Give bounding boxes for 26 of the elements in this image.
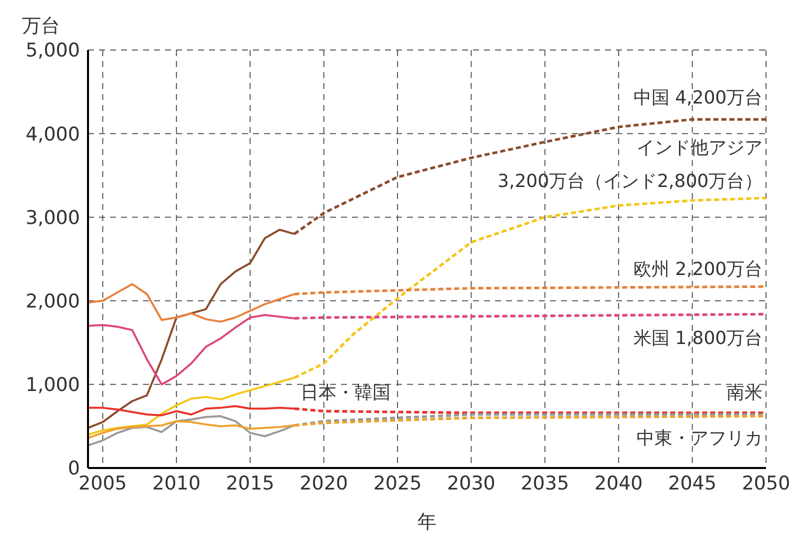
- x-axis-title: 年: [418, 511, 436, 533]
- x-tick-label: 2015: [226, 472, 274, 494]
- x-tick-label: 2030: [447, 472, 496, 494]
- y-tick-label: 5,000: [26, 40, 80, 62]
- annotation: 中東・アフリカ: [636, 428, 763, 450]
- y-tick-label: 1,000: [26, 374, 80, 396]
- y-axis-title: 万台: [22, 15, 60, 37]
- x-tick-label: 2040: [594, 472, 643, 494]
- x-tick-label: 2025: [373, 472, 422, 494]
- annotation: 中国 4,200万台: [633, 88, 763, 109]
- annotation: 3,200万台（インド2,800万台）: [498, 171, 763, 192]
- y-tick-label: 3,000: [26, 206, 80, 229]
- x-tick-label: 2005: [78, 472, 127, 494]
- y-tick-label: 2,000: [26, 290, 80, 313]
- x-tick-label: 2020: [300, 472, 348, 494]
- annotation: インド他アジア: [636, 138, 763, 159]
- x-tick-label: 2010: [152, 472, 201, 494]
- annotation: 日本・韓国: [300, 382, 391, 404]
- annotation: 南米: [726, 382, 763, 404]
- x-tick-label: 2045: [668, 472, 716, 494]
- y-tick-label: 4,000: [26, 123, 80, 146]
- x-tick-label: 2050: [742, 472, 790, 494]
- annotation: 欧州 2,200万台: [633, 258, 763, 280]
- y-tick-label: 0: [68, 458, 80, 480]
- annotation: 米国 1,800万台: [633, 328, 763, 349]
- x-tick-label: 2035: [520, 472, 570, 494]
